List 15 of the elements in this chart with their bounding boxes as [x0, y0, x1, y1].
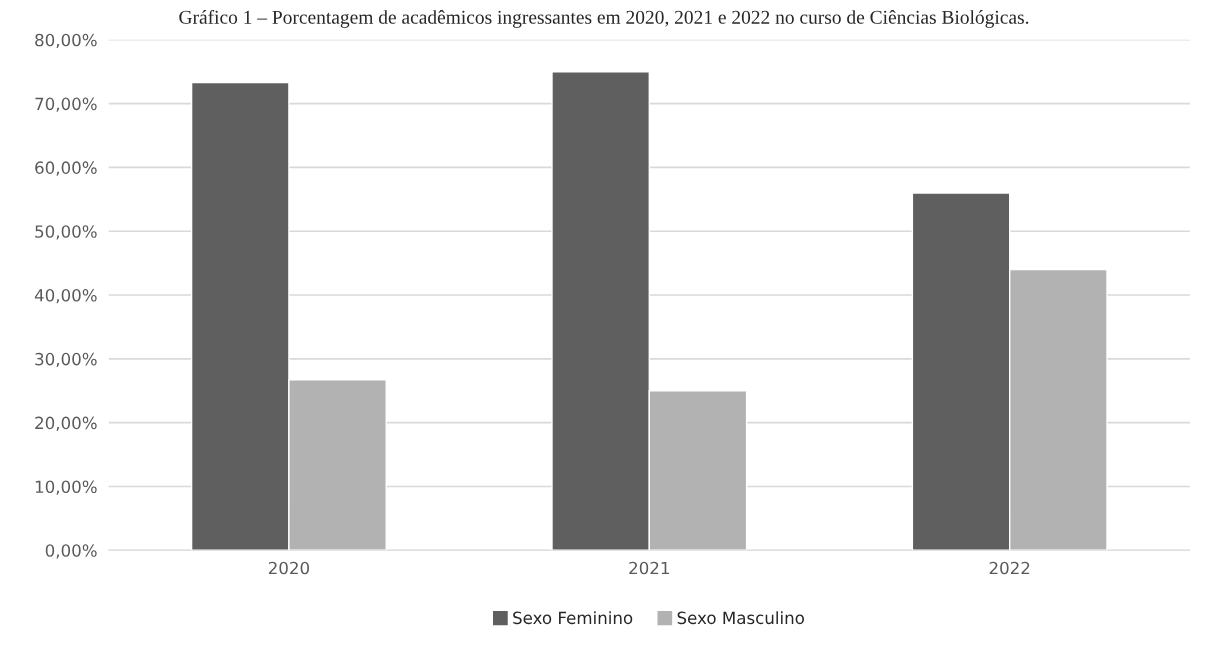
y-tick-label: 80,00%	[35, 33, 97, 49]
x-tick-label: 2022	[989, 561, 1030, 575]
x-tick-label: 2021	[629, 561, 669, 575]
y-tick-label: 20,00%	[35, 416, 97, 431]
x-tick-label: 2020	[268, 561, 310, 575]
y-tick-label: 10,00%	[35, 480, 97, 495]
chart-title: Gráfico 1 – Porcentagem de acadêmicos ingressantes em 2020, 2021 e 2022 no curso de Ciências Biológicas.	[179, 9, 1029, 28]
y-tick-label: 30,00%	[35, 352, 97, 368]
y-tick-label: 50,00%	[35, 225, 97, 240]
y-tick-label: 40,00%	[34, 289, 97, 304]
y-tick-label: 0,00%	[45, 544, 97, 559]
legend-label: Sexo Masculino	[677, 611, 804, 625]
y-tick-label: 70,00%	[35, 97, 97, 112]
y-tick-label: 60,00%	[35, 161, 97, 176]
legend-label: Sexo Feminino	[513, 611, 633, 625]
